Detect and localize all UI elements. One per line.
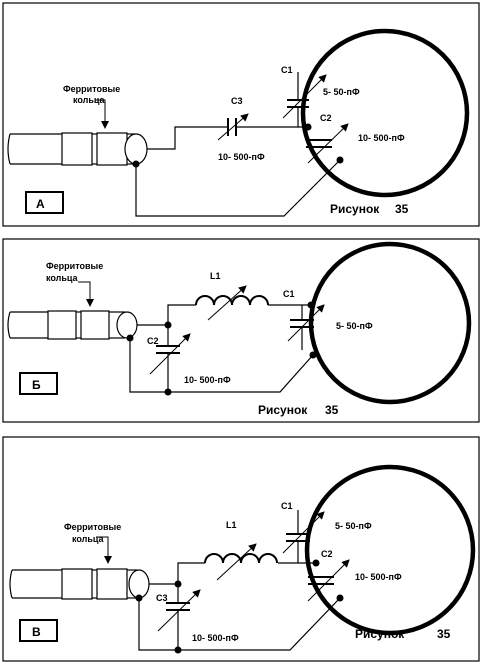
ferrite-arrow	[96, 536, 112, 564]
c1-value: 5- 50-пФ	[335, 521, 372, 531]
panel-b-labels: Ферритовые кольца L1 C1 5- 50-пФ C2 10- …	[32, 261, 373, 417]
coax-cable	[7, 132, 148, 166]
c1-label: C1	[283, 289, 295, 299]
figure-number: 35	[325, 403, 339, 417]
coax-cable	[9, 568, 150, 600]
wiring	[135, 72, 341, 217]
panel-a-frame	[2, 2, 480, 227]
panel-c-labels: Ферритовые кольца L1 C1 5- 50-пФ C2 10- …	[32, 501, 451, 643]
ferrite-label-1: Ферритовые	[63, 84, 120, 94]
loop-antenna	[304, 464, 476, 636]
figure-caption: Рисунок	[330, 202, 380, 216]
panel-b-letter: Б	[32, 378, 41, 392]
figure-caption: Рисунок	[355, 627, 405, 641]
c1-value: 5- 50-пФ	[336, 321, 373, 331]
wiring	[129, 304, 314, 393]
coax-cable	[7, 310, 138, 340]
panel-b-letter-box	[19, 372, 58, 395]
panel-a	[2, 2, 480, 227]
ferrite-ring-2	[96, 132, 128, 166]
figure-caption: Рисунок	[258, 403, 308, 417]
loop-antenna	[308, 241, 472, 405]
ferrite-label-2: кольца	[72, 534, 105, 544]
panel-c	[2, 436, 480, 662]
capacitor-c1	[282, 511, 325, 554]
panel-a-letter: А	[36, 197, 45, 211]
ferrite-ring-1	[47, 310, 77, 340]
c1-label: C1	[281, 65, 293, 75]
capacitor-c3	[157, 589, 201, 632]
junction-dots	[135, 559, 344, 654]
inductor-l1	[204, 543, 278, 581]
panel-c-letter-box	[19, 619, 58, 642]
panel-a-letter-box	[25, 191, 64, 214]
capacitor-c2	[306, 123, 349, 164]
ferrite-label-1: Ферритовые	[64, 522, 121, 532]
panel-c-frame	[2, 436, 480, 662]
c2-label: C2	[147, 336, 159, 346]
l1-label: L1	[210, 271, 221, 281]
loop-antenna	[300, 28, 470, 198]
c3-value: 10- 500-пФ	[218, 152, 265, 162]
c1-value: 5- 50-пФ	[323, 87, 360, 97]
ferrite-ring-1	[61, 132, 93, 166]
capacitor-c1	[287, 304, 325, 342]
c3-label: C3	[156, 593, 168, 603]
ferrite-ring-2	[96, 568, 128, 600]
ferrite-arrow	[78, 281, 94, 307]
capacitor-c2	[149, 333, 191, 375]
ferrite-arrow	[95, 99, 109, 129]
ferrite-label-2: кольца	[73, 95, 106, 105]
capacitor-c1	[282, 74, 327, 119]
capacitor-c2	[307, 559, 350, 602]
c2-value: 10- 500-пФ	[184, 375, 231, 385]
c2-value: 10- 500-пФ	[358, 133, 405, 143]
inductor-l1	[195, 285, 269, 321]
c2-value: 10- 500-пФ	[355, 572, 402, 582]
junction-dots	[132, 123, 344, 168]
c2-label: C2	[320, 113, 332, 123]
panel-c-letter: В	[32, 625, 41, 639]
capacitor-c3	[217, 113, 249, 141]
c3-value: 10- 500-пФ	[192, 633, 239, 643]
figure-number: 35	[395, 202, 409, 216]
panel-b-frame	[2, 238, 480, 423]
panel-b	[2, 238, 480, 423]
ferrite-ring-2	[80, 310, 110, 340]
c3-label: C3	[231, 96, 243, 106]
ferrite-label-1: Ферритовые	[46, 261, 103, 271]
panel-a-labels: Ферритовые кольца C3 10- 500-пФ C1 5- 50…	[36, 65, 409, 216]
figure-number: 35	[437, 627, 451, 641]
c2-label: C2	[321, 549, 333, 559]
junction-dots	[126, 301, 317, 396]
ferrite-ring-1	[61, 568, 93, 600]
l1-label: L1	[226, 520, 237, 530]
ferrite-label-2: кольца	[46, 273, 79, 283]
c1-label: C1	[281, 501, 293, 511]
